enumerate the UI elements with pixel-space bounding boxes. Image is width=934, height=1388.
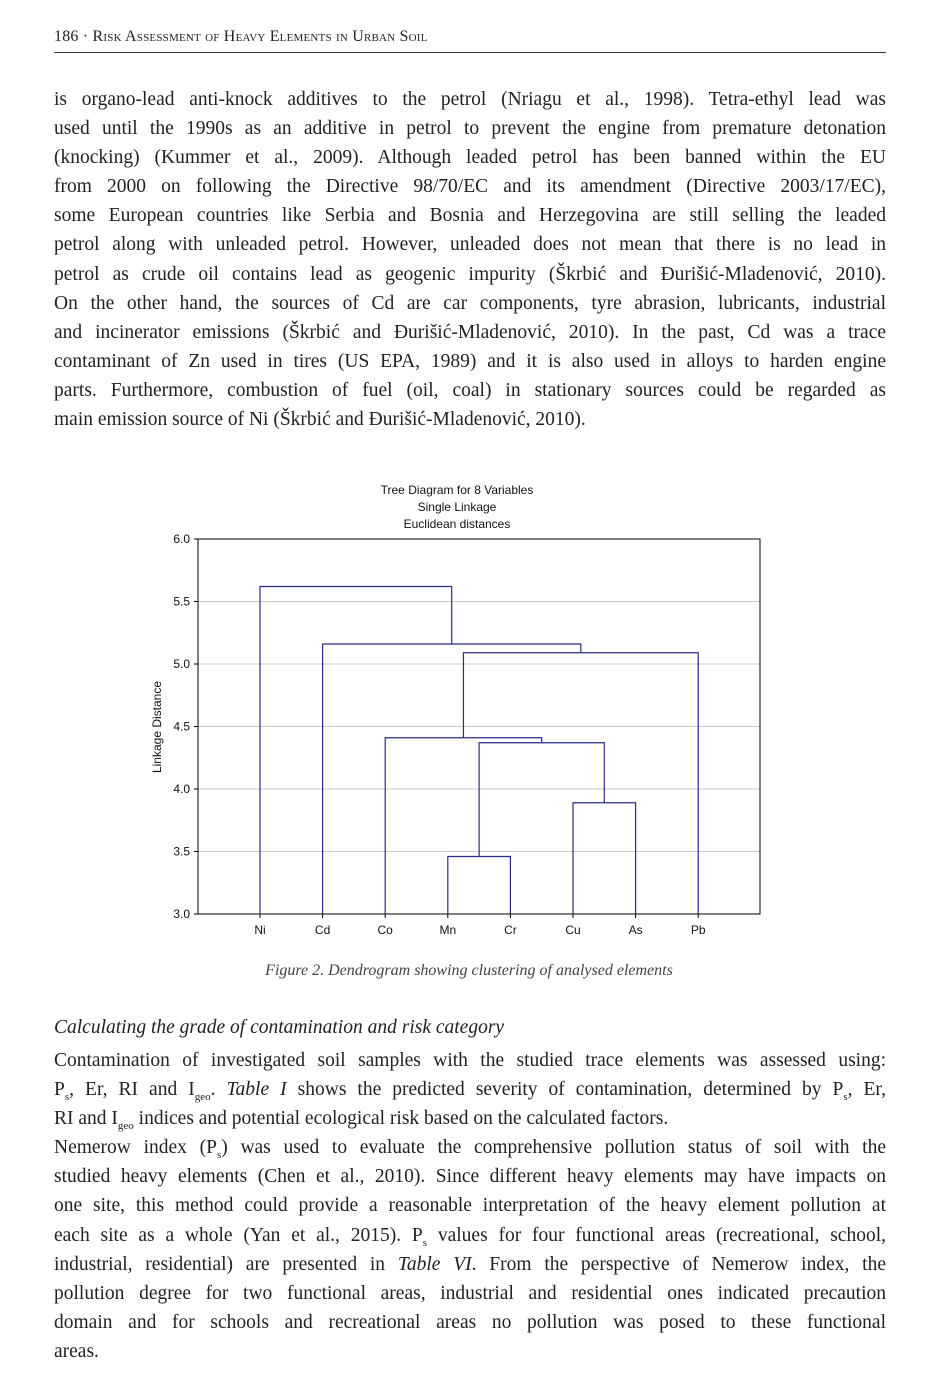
text-segment: ) was used to evaluate the comprehensive…: [221, 1137, 886, 1159]
subscript: s: [422, 1236, 428, 1249]
leaf-label: Pb: [691, 923, 706, 937]
dendrogram-link: [322, 643, 582, 914]
text-segment: RI and I: [54, 1108, 118, 1130]
text-segment: shows the predicted severity of contamin…: [286, 1079, 844, 1101]
text-segment: petrol as crude oil contains lead as geo…: [54, 263, 886, 285]
subscript: geo: [194, 1091, 211, 1104]
text-line: pollution degree for two functional area…: [54, 1279, 886, 1308]
dendrogram-link: [572, 802, 637, 914]
leaf-label: Ni: [254, 923, 265, 937]
leaf-label: Co: [378, 923, 394, 937]
text-line: one site, this method could provide a re…: [54, 1191, 886, 1220]
dendrogram-link: [259, 585, 453, 914]
text-segment: , Er,: [847, 1079, 887, 1101]
text-line: used until the 1990s as an additive in p…: [54, 114, 886, 143]
dendrogram-chart: Tree Diagram for 8 Variables Single Linka…: [150, 483, 761, 937]
text-line: petrol as crude oil contains lead as geo…: [54, 260, 886, 289]
figure-caption: Figure 2. Dendrogram showing clustering …: [265, 962, 673, 979]
text-line: petrol along with unleaded petrol. Howev…: [54, 230, 886, 259]
chart-title-line: Tree Diagram for 8 Variables: [381, 483, 534, 497]
leaf-label: Cr: [504, 923, 517, 937]
text-line: areas.: [54, 1337, 886, 1366]
paragraph-contamination-assessment: Contamination of investigated soil sampl…: [54, 1046, 886, 1366]
text-segment: Nemerow index (P: [54, 1137, 217, 1159]
leaf-label: As: [629, 923, 643, 937]
y-axis-label: Linkage Distance: [150, 681, 164, 773]
dendrogram-link: [384, 737, 543, 914]
text-line: main emission source of Ni (Škrbić and Đ…: [54, 405, 886, 434]
text-line: RI and Igeo indices and potential ecolog…: [54, 1104, 886, 1133]
y-tick-label: 3.0: [173, 907, 190, 921]
text-line: industrial, residential) are presented i…: [54, 1250, 886, 1279]
leaf-label: Mn: [439, 923, 456, 937]
text-segment: On the other hand, the sources of Cd are…: [54, 292, 886, 314]
text-segment: . From the perspective of Nemerow index,…: [471, 1253, 886, 1275]
subscript: s: [843, 1091, 848, 1104]
text-segment: (knocking) (Kummer et al., 2009). Althou…: [54, 147, 886, 169]
text-segment: petrol along with unleaded petrol. Howev…: [54, 234, 886, 256]
text-segment: parts. Furthermore, combustion of fuel (…: [54, 379, 886, 401]
plot-frame: [197, 538, 761, 915]
text-line: domain and for schools and recreational …: [54, 1308, 886, 1337]
text-segment: areas.: [54, 1340, 99, 1362]
text-line: Contamination of investigated soil sampl…: [54, 1046, 886, 1075]
text-segment: indices and potential ecological risk ba…: [133, 1108, 669, 1130]
running-header: 186 · Risk Assessment of Heavy Elements …: [54, 28, 886, 53]
text-line: parts. Furthermore, combustion of fuel (…: [54, 376, 886, 405]
subscript: s: [64, 1091, 70, 1104]
subscript: s: [216, 1149, 222, 1162]
text-line: from 2000 on following the Directive 98/…: [54, 172, 886, 201]
text-segment: is organo-lead anti-knock additives to t…: [54, 89, 886, 110]
y-tick-label: 3.5: [173, 845, 190, 859]
text-segment: main emission source of Ni (Škrbić and Đ…: [54, 409, 586, 431]
subscript: geo: [117, 1120, 134, 1133]
text-line: (knocking) (Kummer et al., 2009). Althou…: [54, 143, 886, 172]
section-heading: Calculating the grade of contamination a…: [54, 1017, 505, 1038]
y-tick-label: 5.0: [173, 657, 190, 671]
text-segment: from 2000 on following the Directive 98/…: [54, 176, 886, 198]
chart-title-line: Single Linkage: [418, 500, 497, 514]
y-tick-label: 4.5: [173, 720, 190, 734]
text-segment: .: [210, 1079, 227, 1101]
text-segment: Contamination of investigated soil sampl…: [54, 1050, 886, 1071]
dendrogram-link: [447, 855, 511, 914]
chart-title-line: Euclidean distances: [404, 517, 511, 531]
text-segment: each site as a whole (Yan et al., 2015).…: [54, 1224, 423, 1246]
text-segment: some European countries like Serbia and …: [54, 205, 886, 227]
text-line: studied heavy elements (Chen et al., 201…: [54, 1162, 886, 1191]
text-segment: used until the 1990s as an additive in p…: [54, 118, 886, 140]
dendrogram-link: [478, 742, 605, 857]
text-line: and incinerator emissions (Škrbić and Đu…: [54, 318, 886, 347]
text-line: each site as a whole (Yan et al., 2015).…: [54, 1221, 886, 1250]
text-segment: pollution degree for two functional area…: [54, 1282, 886, 1304]
text-line: some European countries like Serbia and …: [54, 201, 886, 230]
table-reference: Table I: [226, 1079, 287, 1101]
y-tick-label: 5.5: [173, 595, 190, 609]
text-segment: industrial, residential) are presented i…: [54, 1253, 398, 1275]
text-line: Ps, Er, RI and Igeo. Table I shows the p…: [54, 1075, 886, 1104]
text-line: contaminant of Zn used in tires (US EPA,…: [54, 347, 886, 376]
text-line: On the other hand, the sources of Cd are…: [54, 289, 886, 318]
y-tick-label: 6.0: [173, 532, 190, 546]
table-reference: Table VI: [397, 1253, 472, 1275]
text-segment: , Er, RI and I: [69, 1079, 195, 1101]
text-line: Nemerow index (Ps) was used to evaluate …: [54, 1133, 886, 1162]
leaf-label: Cd: [315, 923, 330, 937]
text-segment: studied heavy elements (Chen et al., 201…: [54, 1166, 886, 1188]
text-segment: values for four functional areas (recrea…: [427, 1224, 886, 1246]
dendrogram-link: [462, 652, 699, 914]
paragraph-lead-sources: is organo-lead anti-knock additives to t…: [54, 85, 886, 434]
text-segment: and incinerator emissions (Škrbić and Đu…: [54, 321, 886, 343]
leaf-label: Cu: [565, 923, 580, 937]
text-line: is organo-lead anti-knock additives to t…: [54, 85, 886, 114]
text-segment: P: [54, 1079, 65, 1101]
y-tick-label: 4.0: [173, 782, 190, 796]
text-segment: domain and for schools and recreational …: [54, 1311, 886, 1333]
text-segment: one site, this method could provide a re…: [54, 1195, 886, 1217]
text-segment: contaminant of Zn used in tires (US EPA,…: [54, 350, 886, 372]
